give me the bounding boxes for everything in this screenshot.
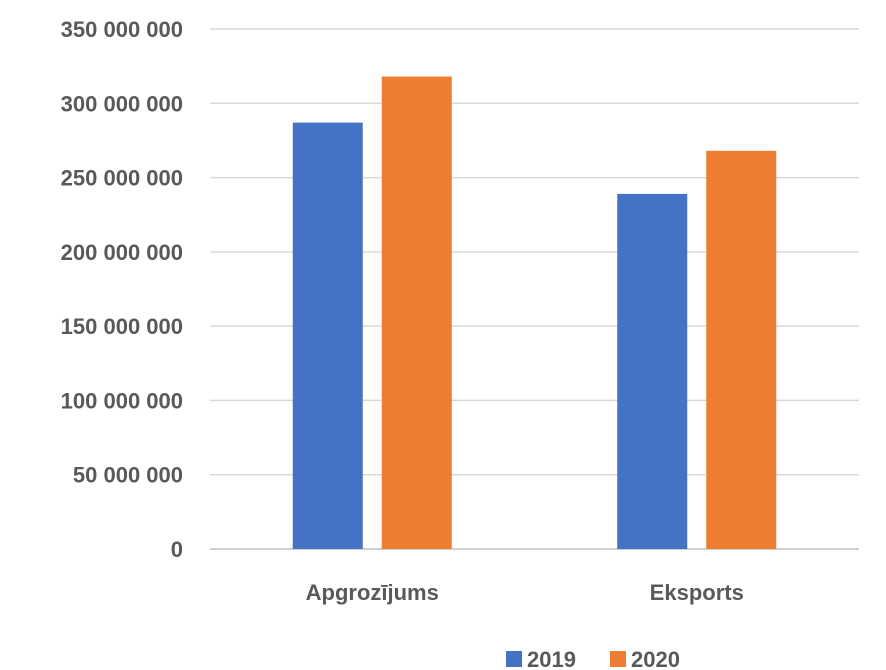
legend-swatch-2020 (610, 651, 626, 667)
y-tick-label: 100 000 000 (61, 388, 183, 413)
y-tick-label: 350 000 000 (61, 17, 183, 42)
x-tick-label: Eksports (650, 580, 744, 605)
y-tick-label: 200 000 000 (61, 240, 183, 265)
legend-label-2020: 2020 (631, 647, 680, 670)
bar-2019-1 (617, 193, 688, 549)
x-axis: Apgrozījums Eksports (306, 580, 744, 605)
y-tick-label: 50 000 000 (73, 463, 183, 488)
bar-2020-0 (381, 76, 452, 550)
bar-2019-0 (292, 122, 363, 549)
y-tick-label: 150 000 000 (61, 314, 183, 339)
bar-2020-1 (706, 150, 777, 550)
legend-label-2019: 2019 (527, 647, 576, 670)
bars (292, 76, 777, 550)
y-axis: 0 50 000 000 100 000 000 150 000 000 200 000… (61, 17, 183, 562)
legend: 2019 2020 (506, 647, 680, 670)
x-tick-label: Apgrozījums (306, 580, 439, 605)
y-tick-label: 250 000 000 (61, 166, 183, 191)
y-tick-label: 0 (171, 537, 183, 562)
y-tick-label: 300 000 000 (61, 91, 183, 116)
legend-swatch-2019 (506, 651, 522, 667)
